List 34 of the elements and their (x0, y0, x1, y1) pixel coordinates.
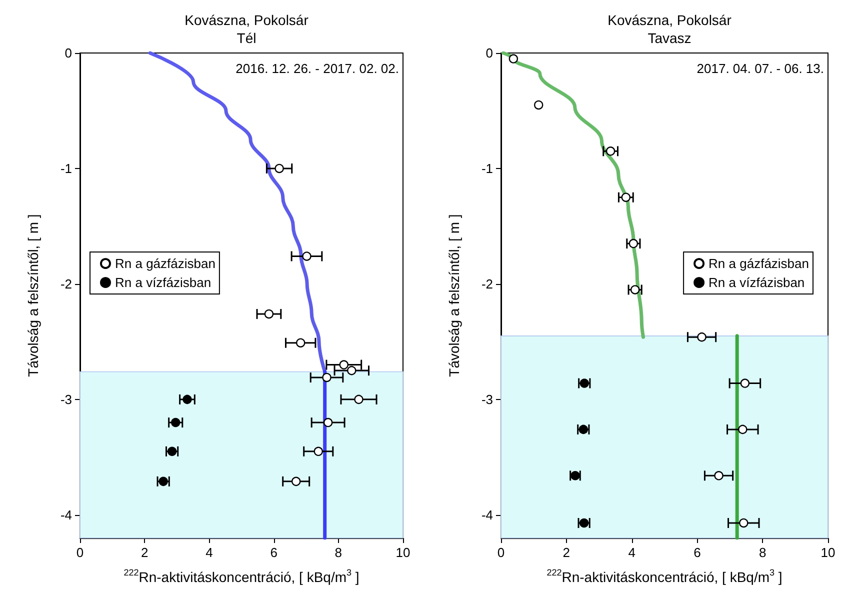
y-tick-label: 0 (486, 46, 493, 60)
chart-title: Kovászna, Pokolsár (184, 12, 309, 28)
y-tick-label: -4 (481, 507, 493, 522)
x-tick-label: 4 (628, 545, 636, 560)
x-tick-label: 8 (334, 545, 342, 560)
y-axis-title: Távolság a felszíntől, [ m ] (25, 214, 41, 377)
annotation: 2017. 04. 07. - 06. 13. (696, 61, 824, 76)
legend-label: Rn a gázfázisban (708, 256, 809, 271)
y-tick-label: -1 (481, 160, 493, 176)
y-tick-label: -3 (60, 392, 72, 407)
x-tick-label: 10 (820, 545, 836, 560)
legend-label: Rn a vízfázisban (708, 275, 805, 290)
x-tick-label: 2 (140, 545, 148, 560)
y-tick-label: -2 (481, 276, 493, 292)
chart-title: Kovászna, Pokolsár (608, 12, 732, 28)
x-tick-label: 8 (758, 545, 766, 560)
y-tick-label: -1 (60, 160, 72, 176)
x-tick-label: 2 (562, 545, 570, 560)
legend-label: Rn a vízfázisban (115, 275, 212, 290)
legend-label: Rn a gázfázisban (115, 256, 216, 271)
y-tick-label: -2 (60, 276, 72, 292)
y-tick-label: 0 (64, 46, 72, 60)
x-tick-label: 4 (206, 545, 213, 560)
y-axis-title: Távolság a felszíntől, [ m ] (446, 214, 462, 377)
x-tick-label: 0 (76, 545, 84, 560)
x-tick-label: 10 (396, 545, 410, 560)
chart-subtitle: Tavasz (648, 30, 692, 46)
x-tick-label: 6 (270, 545, 278, 560)
y-tick-label: -3 (481, 392, 493, 407)
chart-subtitle: Tél (236, 30, 256, 46)
x-tick-label: 0 (497, 545, 505, 560)
annotation: 2016. 12. 26. - 2017. 02. 02. (236, 61, 400, 76)
y-tick-label: -4 (60, 507, 72, 522)
x-tick-label: 6 (694, 545, 701, 560)
